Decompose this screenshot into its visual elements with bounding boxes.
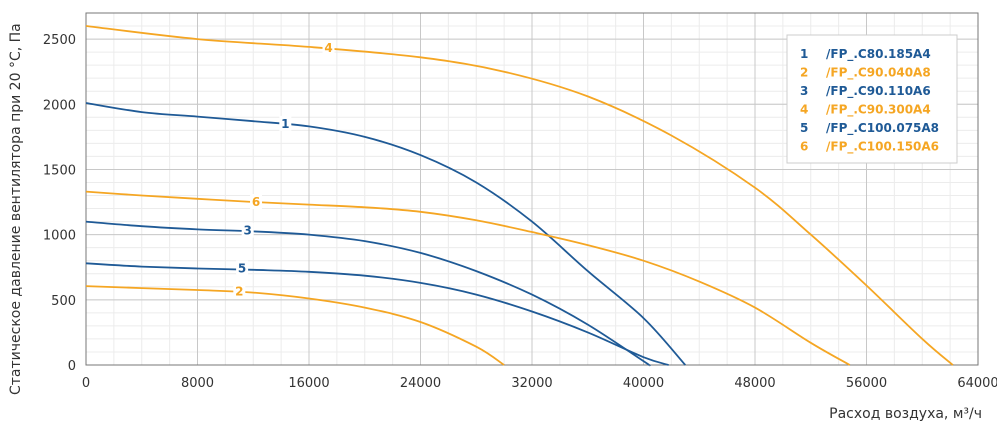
y-axis-ticks: 0 500 1000 1500 2000 2500 bbox=[43, 33, 76, 374]
y-tick-label: 500 bbox=[51, 294, 76, 309]
curve-label-3: 3 bbox=[243, 224, 251, 238]
curve-label-bg bbox=[241, 222, 254, 238]
legend-name-1: /FP_.C80.185A4 bbox=[826, 47, 931, 62]
x-tick-label: 48000 bbox=[734, 376, 775, 391]
legend-number-2: 2 bbox=[800, 66, 808, 80]
legend-name-4: /FP_.C90.300A4 bbox=[826, 103, 931, 118]
x-axis-ticks: 0 8000 16000 24000 32000 40000 48000 56000 64000 bbox=[82, 376, 997, 391]
legend-number-6: 6 bbox=[800, 140, 808, 154]
curve-labels: 1 2 3 4 5 6 bbox=[233, 40, 335, 299]
x-tick-label: 40000 bbox=[623, 376, 664, 391]
series-line-5 bbox=[85, 262, 669, 366]
legend-name-3: /FP_.C90.110A6 bbox=[826, 84, 931, 99]
legend-number-4: 4 bbox=[800, 103, 808, 117]
fan-curves bbox=[85, 25, 954, 367]
x-axis-title: Расход воздуха, м³/ч bbox=[829, 406, 982, 422]
legend-number-5: 5 bbox=[800, 121, 808, 135]
legend-name-6: /FP_.C100.150A6 bbox=[826, 140, 939, 155]
x-tick-label: 8000 bbox=[181, 376, 214, 391]
legend-name-2: /FP_.C90.040A8 bbox=[826, 66, 931, 81]
x-tick-label: 64000 bbox=[957, 376, 997, 391]
curve-label-bg bbox=[250, 194, 263, 210]
legend-name-5: /FP_.C100.075A8 bbox=[826, 121, 939, 136]
y-tick-label: 2000 bbox=[43, 98, 76, 113]
curve-label-6: 6 bbox=[252, 195, 260, 209]
curve-label-2: 2 bbox=[235, 284, 243, 298]
y-axis-title: Статическое давление вентилятора при 20 … bbox=[8, 23, 24, 395]
legend-number-1: 1 bbox=[800, 47, 808, 61]
series-line-6 bbox=[85, 190, 851, 366]
x-tick-label: 32000 bbox=[511, 376, 552, 391]
legend: 1/FP_.C80.185A4 2/FP_.C90.040A8 3/FP_.C90.… bbox=[786, 34, 958, 164]
series-line-2 bbox=[85, 285, 505, 366]
x-tick-label: 56000 bbox=[846, 376, 887, 391]
legend-box bbox=[786, 34, 958, 164]
y-tick-label: 0 bbox=[68, 359, 76, 374]
y-tick-label: 1500 bbox=[43, 163, 76, 178]
x-tick-label: 0 bbox=[82, 376, 90, 391]
curve-label-5: 5 bbox=[238, 262, 246, 276]
x-tick-label: 16000 bbox=[288, 376, 329, 391]
series-line-4 bbox=[85, 25, 954, 366]
y-tick-label: 1000 bbox=[43, 229, 76, 244]
curve-label-bg bbox=[279, 115, 292, 131]
curve-label-4: 4 bbox=[324, 41, 332, 55]
y-tick-label: 2500 bbox=[43, 33, 76, 48]
curve-label-bg bbox=[322, 40, 335, 56]
series-line-3 bbox=[85, 220, 651, 367]
curve-label-1: 1 bbox=[281, 117, 289, 131]
curve-label-bg bbox=[236, 260, 249, 276]
legend-number-3: 3 bbox=[800, 84, 808, 98]
curve-label-bg bbox=[233, 283, 246, 299]
x-tick-label: 24000 bbox=[400, 376, 441, 391]
plot-frame bbox=[85, 12, 979, 366]
series-line-1 bbox=[85, 102, 686, 366]
